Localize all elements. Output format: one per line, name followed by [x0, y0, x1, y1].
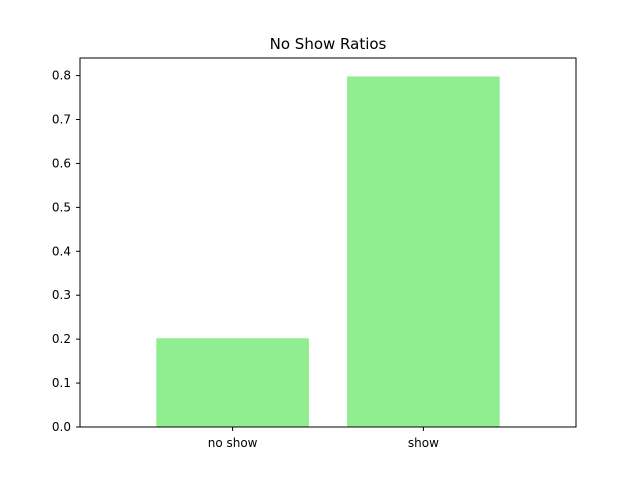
y-tick-label: 0.2 — [52, 332, 71, 346]
y-tick-label: 0.8 — [52, 69, 71, 83]
y-tick-label: 0.7 — [52, 113, 71, 127]
bars-group — [156, 76, 500, 427]
y-axis: 0.0 0.1 0.2 0.3 0.4 0.5 0.6 0.7 0.8 — [52, 69, 80, 434]
y-tick-label: 0.4 — [52, 244, 71, 258]
bar-no-show — [156, 338, 309, 427]
y-tick-label: 0.0 — [52, 420, 71, 434]
y-tick-label: 0.3 — [52, 288, 71, 302]
bar-show — [347, 76, 500, 427]
x-axis: no show show — [208, 427, 439, 450]
plot-frame — [79, 57, 577, 428]
x-tick-label: no show — [208, 436, 258, 450]
y-tick-label: 0.5 — [52, 200, 71, 214]
x-tick-label: show — [408, 436, 439, 450]
chart-title: No Show Ratios — [270, 35, 387, 53]
y-tick-label: 0.1 — [52, 376, 71, 390]
y-tick-label: 0.6 — [52, 156, 71, 170]
